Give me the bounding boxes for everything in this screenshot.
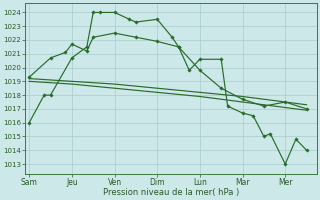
X-axis label: Pression niveau de la mer( hPa ): Pression niveau de la mer( hPa ) — [103, 188, 239, 197]
